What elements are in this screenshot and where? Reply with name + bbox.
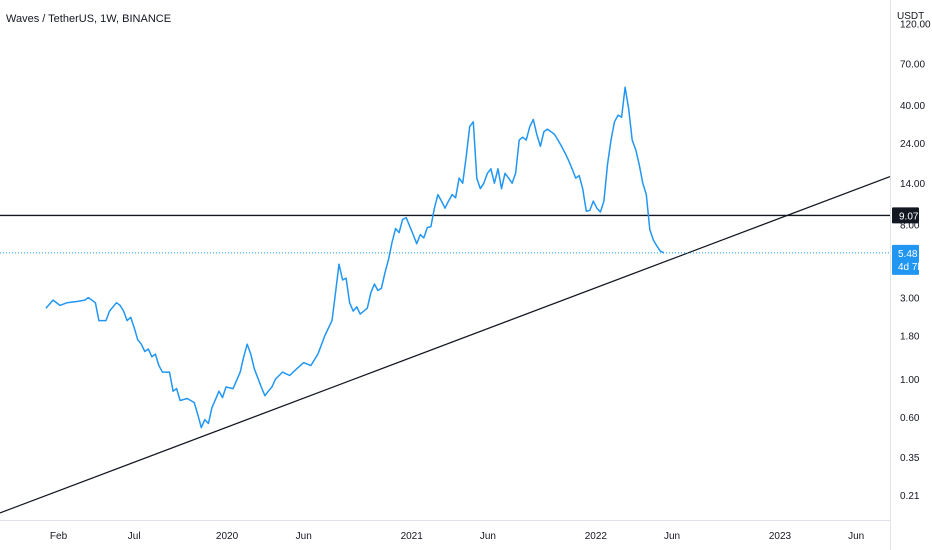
last-price-label: 5.48 — [898, 249, 918, 260]
y-tick-label: 0.60 — [900, 413, 920, 424]
bar-countdown-label: 4d 7h — [898, 262, 923, 273]
y-tick-label: 0.21 — [900, 491, 920, 502]
x-tick-label: Jun — [848, 531, 864, 542]
hline-price-tag: 9.07 — [892, 207, 919, 224]
hline-price-label: 9.07 — [899, 211, 919, 222]
x-tick-label: Feb — [50, 531, 68, 542]
y-tick-label: 8.00 — [900, 221, 920, 232]
y-axis-unit: USDT — [897, 11, 924, 22]
y-tick-label: 24.00 — [900, 139, 925, 150]
x-tick-label: 2022 — [585, 531, 608, 542]
price-series-line — [45, 86, 665, 429]
x-axis-ticks: Feb Jul 2020 Jun 2021 Jun 2022 Jun 2023 Jun — [50, 531, 864, 542]
chart-title: Waves / TetherUS, 1W, BINANCE — [6, 13, 171, 25]
y-tick-label: 0.35 — [900, 453, 920, 464]
x-tick-label: Jun — [664, 531, 680, 542]
x-tick-label: Jun — [296, 531, 312, 542]
y-tick-label: 14.00 — [900, 179, 925, 190]
last-price-tag: 5.48 4d 7h — [892, 244, 923, 275]
x-tick-label: Jun — [480, 531, 496, 542]
y-tick-label: 1.80 — [900, 331, 920, 342]
x-tick-label: Jul — [128, 531, 141, 542]
y-tick-label: 1.00 — [900, 375, 920, 386]
x-tick-label: 2020 — [216, 531, 239, 542]
y-axis-ticks: 120.00 70.00 40.00 24.00 14.00 8.00 3.00 1.80 1.… — [900, 20, 931, 502]
x-tick-label: 2021 — [401, 531, 424, 542]
y-tick-label: 3.00 — [900, 294, 920, 305]
trendline[interactable] — [0, 176, 891, 514]
x-tick-label: 2023 — [769, 531, 792, 542]
y-tick-label: 120.00 — [900, 20, 931, 31]
y-tick-label: 70.00 — [900, 60, 925, 71]
y-tick-label: 40.00 — [900, 101, 925, 112]
